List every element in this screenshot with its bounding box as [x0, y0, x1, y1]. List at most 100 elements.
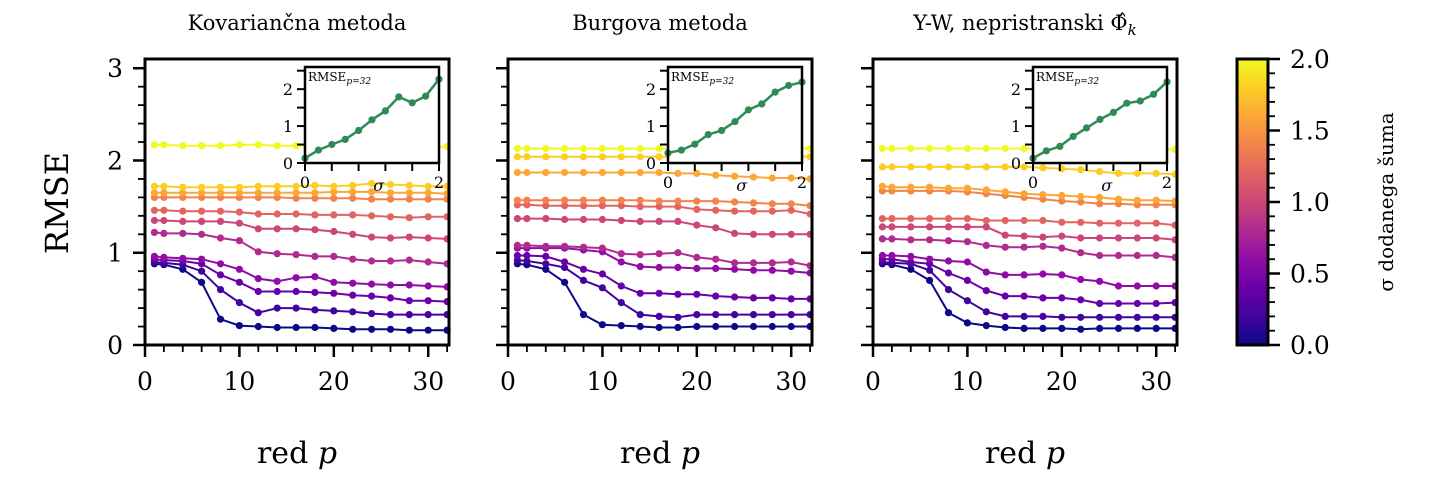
data-point — [311, 306, 319, 314]
data-point — [636, 311, 644, 319]
data-point — [1039, 312, 1047, 320]
data-point — [888, 251, 896, 260]
data-point — [523, 215, 531, 223]
data-point — [731, 229, 739, 237]
data-point — [150, 216, 158, 225]
axes-frame — [143, 57, 451, 347]
data-point — [731, 198, 739, 206]
data-point — [311, 211, 319, 219]
data-point — [179, 183, 187, 191]
data-point — [235, 208, 243, 216]
data-point — [292, 287, 300, 296]
inset-x-tick-label: 0 — [663, 173, 673, 192]
data-point — [273, 287, 281, 296]
data-point — [386, 180, 395, 189]
data-point — [386, 189, 395, 197]
data-point — [1039, 242, 1047, 250]
series-line — [154, 219, 448, 240]
data-point — [561, 215, 569, 224]
data-point — [926, 255, 934, 263]
data-point — [235, 322, 243, 330]
data-point — [878, 223, 887, 231]
data-point — [513, 196, 522, 204]
data-point — [523, 144, 531, 153]
data-point — [513, 153, 522, 161]
data-point — [1133, 282, 1141, 290]
data-point — [749, 207, 758, 215]
data-point — [1039, 164, 1047, 172]
series-sigma-0.4 — [513, 251, 814, 303]
data-point — [386, 257, 395, 265]
data-point — [674, 323, 682, 332]
data-point — [561, 242, 569, 250]
series-line — [882, 237, 1176, 259]
data-point — [424, 182, 432, 190]
inset-frame — [666, 65, 804, 165]
x-tick-label: 0 — [865, 367, 881, 396]
data-point — [198, 189, 206, 197]
data-point — [1058, 294, 1066, 302]
y-tick-label: 3 — [107, 54, 123, 83]
inset-point — [677, 146, 686, 154]
data-point — [636, 322, 644, 331]
data-point — [731, 311, 739, 319]
data-point — [1114, 313, 1123, 321]
data-point — [674, 263, 682, 272]
data-point — [693, 290, 701, 298]
data-point — [405, 297, 413, 305]
x-tick-label: 30 — [775, 367, 807, 396]
x-axis-label: red p — [985, 436, 1065, 471]
data-point — [311, 194, 319, 202]
data-point — [349, 211, 357, 219]
data-point — [1020, 243, 1028, 251]
data-point — [523, 196, 531, 204]
data-point — [292, 182, 300, 190]
series-line — [517, 262, 811, 329]
data-point — [1058, 218, 1066, 226]
data-point — [749, 173, 758, 181]
data-point — [1096, 251, 1104, 260]
data-point — [330, 307, 338, 315]
data-point — [292, 225, 300, 233]
data-point — [1096, 277, 1104, 285]
data-point — [963, 258, 972, 266]
data-point — [330, 324, 338, 332]
data-point — [160, 189, 168, 197]
data-point — [349, 325, 357, 333]
data-point — [888, 183, 896, 191]
data-point — [1039, 324, 1047, 332]
data-point — [598, 196, 607, 204]
series-sigma-0.2 — [150, 258, 451, 319]
data-point — [561, 196, 569, 204]
data-point — [712, 197, 720, 205]
data-point — [424, 311, 432, 319]
data-point — [523, 241, 531, 249]
inset-point — [328, 140, 336, 149]
data-point — [655, 203, 663, 211]
data-point — [712, 224, 720, 232]
inset-y-tick-label: 2 — [1011, 80, 1021, 99]
data-point — [1001, 292, 1009, 300]
x-tick-label: 0 — [137, 367, 153, 396]
data-point — [598, 168, 607, 177]
data-point — [963, 238, 972, 246]
x-tick-label: 10 — [952, 367, 984, 396]
data-point — [330, 289, 338, 297]
series-sigma-1.0 — [513, 215, 814, 238]
data-point — [368, 212, 376, 220]
data-point — [731, 293, 739, 301]
data-point — [944, 286, 953, 294]
data-point — [674, 169, 682, 177]
data-point — [311, 288, 319, 296]
data-point — [542, 153, 550, 161]
data-point — [787, 295, 795, 303]
data-point — [311, 252, 319, 260]
data-point — [405, 195, 413, 203]
data-point — [1058, 324, 1066, 332]
data-point — [731, 322, 739, 331]
data-point — [1039, 294, 1047, 302]
inset-y-tick-label: 2 — [646, 80, 656, 99]
data-point — [513, 144, 522, 153]
